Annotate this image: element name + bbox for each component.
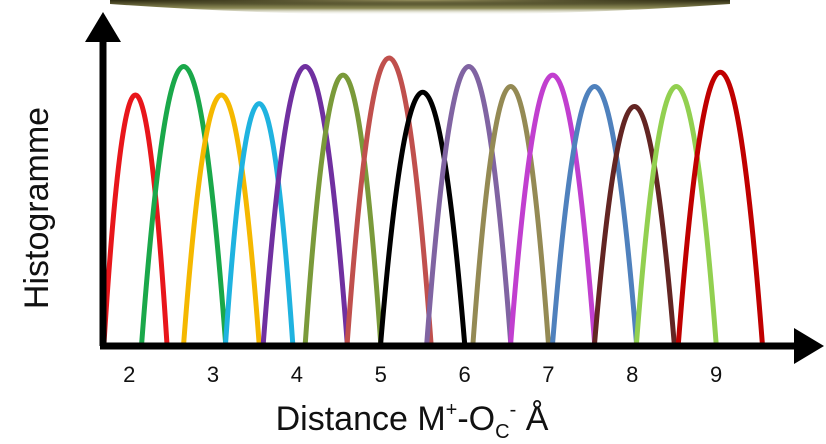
histogram-curve-9 [424, 64, 514, 346]
y-axis-label: Histogramme [18, 107, 56, 309]
histogram-curve-10 [470, 84, 551, 346]
histogram-curve-4 [223, 101, 296, 346]
histogram-curve-11 [508, 72, 598, 346]
x-tick-label: 4 [291, 362, 303, 387]
histogram-curve-14 [634, 84, 719, 346]
histogram-curve-2 [139, 64, 229, 346]
x-tick-label: 7 [542, 362, 554, 387]
x-tick-label: 9 [710, 362, 722, 387]
histogram-curve-6 [302, 72, 384, 346]
x-tick-label: 6 [458, 362, 470, 387]
top-decoration [110, 0, 730, 15]
x-tick-label: 5 [375, 362, 387, 387]
x-tick-labels: 2 3 4 5 6 7 8 9 [123, 362, 722, 387]
x-tick-label: 8 [626, 362, 638, 387]
histogram-curve-12 [550, 84, 639, 346]
y-axis [85, 12, 121, 346]
x-tick-label: 2 [123, 362, 135, 387]
histogram-curve-13 [592, 103, 677, 346]
x-axis-label: Distance M+-OC- Å [276, 399, 549, 443]
histogram-curve-3 [181, 92, 262, 346]
histogram-curve-5 [260, 64, 350, 346]
histogram-curve-8 [378, 90, 468, 346]
histogram-curve-15 [675, 69, 765, 346]
x-tick-label: 3 [207, 362, 219, 387]
x-axis [100, 328, 824, 364]
histogram-curve-1 [101, 92, 170, 346]
histogram-curve-7 [344, 55, 434, 346]
curves-layer [101, 55, 765, 346]
